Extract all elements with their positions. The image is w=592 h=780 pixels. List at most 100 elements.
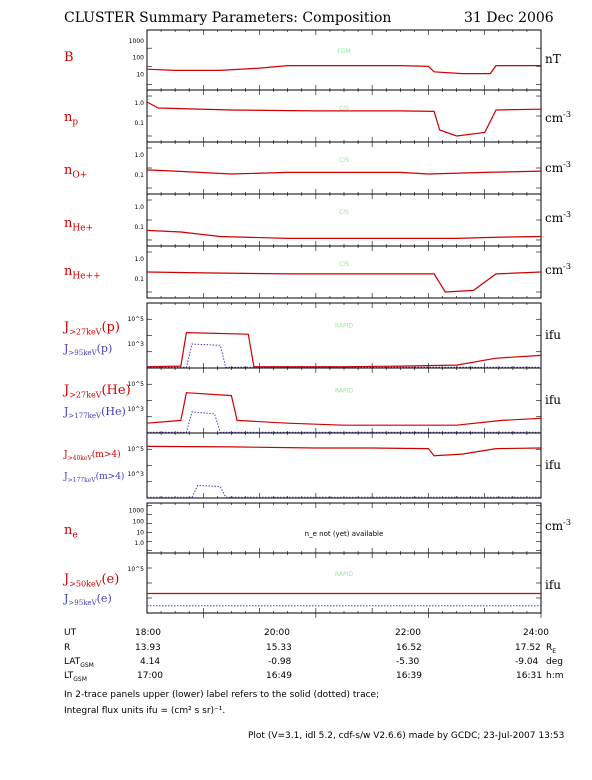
label-B-text: B [64,50,74,65]
series-Jm4-dotted [147,484,541,498]
eph-lt-2: 16:39 [396,671,422,681]
unit-Jp: ifu [545,328,562,342]
unit-nHep: cm-3 [545,210,571,225]
label-B: B [64,50,74,65]
series-Jp-solid [146,331,542,368]
eph-lt-unit: h:m [546,671,564,681]
y-tick-label-B: 1000 [129,38,144,45]
series-Jp-dotted [147,343,541,368]
eph-label-lt: LTGSM [64,671,87,683]
y-tick-label-ne: 100 [133,518,145,525]
y-tick-label-np: 1.0 [134,100,144,107]
watermark-B: FGM [337,48,350,55]
series-nOp-solid [146,169,542,175]
unit-B: nT [545,52,561,66]
y-tick-label-nHepp: 1.0 [134,256,144,263]
label-nOp: nO+ [64,163,88,181]
series-np-solid [146,101,542,137]
panel-frame-JHe [146,367,542,434]
watermark-JHe: RAPID [335,388,353,395]
watermark-nHepp: CIS [339,261,349,268]
message-ne: n_e not (yet) available [305,530,384,538]
eph-r-unit: RE [546,643,557,655]
eph-ut-3: 24:00 [523,628,549,638]
page-title: CLUSTER Summary Parameters: Composition [64,10,392,26]
eph-ut-0: 18:00 [135,628,161,638]
label-Jp: J>27keV(p) [64,320,120,337]
label-JHe: J>27keV(He) [64,383,131,400]
y-tick-label-Jm4: 10^5 [128,446,145,453]
y-tick-label-nHepp: 0.1 [134,276,144,283]
unit-ne: cm-3 [545,518,571,533]
unit-np: cm-3 [545,110,571,125]
y-tick-label-Jp: 10^5 [128,316,145,323]
label-Jm4-dotted: J>177keV(m>4) [64,472,125,484]
label-Jm4: J>40keV(m>4) [64,450,121,462]
y-tick-label-B: 10 [136,71,144,78]
panel-frame-nHepp [146,245,542,299]
eph-lat-1: -0.98 [268,657,292,667]
y-tick-label-JHe: 10^5 [128,381,145,388]
eph-label-lat: LATGSM [64,657,94,669]
label-Je-dotted: J>95keV(e) [64,592,112,608]
y-tick-label-Je: 10^5 [128,566,145,573]
label-Jp-dotted: J>95keV(p) [64,342,113,358]
eph-r-2: 16.52 [396,643,422,653]
panel-frame-Je [146,552,542,614]
eph-label-ut: UT [64,628,77,638]
y-tick-label-nOp: 0.1 [134,172,144,179]
y-tick-label-JHe: 10^3 [128,406,145,413]
watermark-np: CIS [339,105,349,112]
label-np: np [64,110,79,128]
panel-frame-ne [146,502,542,554]
footer-credit: Plot (V=3.1, idl 5.2, cdf-s/w V2.6.6) ma… [248,731,565,741]
unit-nOp: cm-3 [545,160,571,175]
eph-r-3: 17.52 [515,643,541,653]
panel-frame-Jm4 [146,432,542,499]
label-Je: J>50keV(e) [64,572,120,589]
series-JHe-solid [146,392,542,426]
y-tick-label-B: 100 [133,55,145,62]
series-nHep-solid [146,229,542,239]
series-B-solid [146,64,541,75]
unit-JHe: ifu [545,393,562,407]
note-line-2: Integral flux units ifu = (cm² s sr)⁻¹. [64,706,226,716]
unit-Je: ifu [545,578,562,592]
eph-r-0: 13.93 [135,643,161,653]
page-date: 31 Dec 2006 [464,10,554,26]
eph-lt-0: 17:00 [137,671,163,681]
y-tick-label-ne: 10 [136,529,144,536]
watermark-nHep: CIS [339,209,349,216]
label-nHepp: nHe++ [64,264,101,282]
panel-frame-nOp [146,141,542,195]
unit-nHepp: cm-3 [545,262,571,277]
series-nHepp-solid [146,271,542,293]
eph-lat-unit: deg [546,657,563,667]
unit-Jm4: ifu [545,458,562,472]
eph-lat-2: -5.30 [396,657,420,667]
eph-r-1: 15.33 [266,643,292,653]
label-ne: ne [64,523,78,541]
y-tick-label-nHep: 0.1 [134,224,144,231]
y-tick-label-ne: 1000 [129,508,144,515]
eph-ut-2: 22:00 [395,628,421,638]
note-line-1: In 2-trace panels upper (lower) label re… [64,690,380,700]
watermark-Jp: RAPID [335,323,353,330]
panel-frame-B [146,29,542,91]
watermark-nOp: CIS [339,157,349,164]
series-Jm4-solid [146,445,542,457]
eph-lt-3: 16:31 [516,671,542,681]
y-tick-label-Jm4: 10^3 [128,471,145,478]
eph-ut-1: 20:00 [264,628,290,638]
y-tick-label-Jp: 10^3 [128,341,145,348]
watermark-Je: RAPID [335,571,353,578]
eph-lt-1: 16:49 [266,671,292,681]
y-tick-label-ne: 1.0 [134,540,144,547]
eph-lat-0: 4.14 [140,657,161,667]
eph-lat-3: -9.04 [515,657,539,667]
eph-label-r: R [64,643,71,653]
y-tick-label-nHep: 1.0 [134,204,144,211]
label-JHe-dotted: J>177keV(He) [64,405,126,421]
label-nHep: nHe+ [64,216,94,234]
